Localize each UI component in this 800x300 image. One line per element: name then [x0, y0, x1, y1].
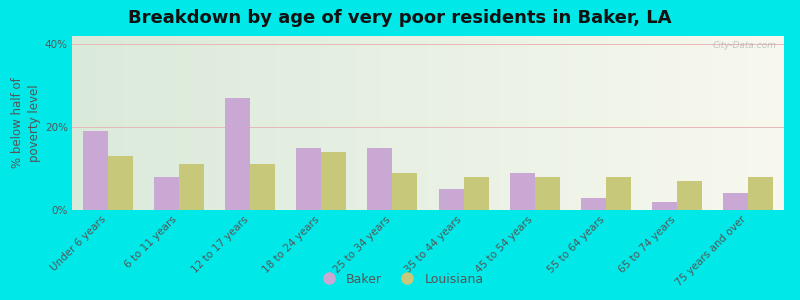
Bar: [749, 177, 774, 210]
Bar: [392, 173, 418, 210]
Bar: [510, 173, 534, 210]
Bar: [107, 156, 133, 210]
Bar: [296, 148, 322, 210]
Bar: [677, 181, 702, 210]
Bar: [581, 198, 606, 210]
Bar: [652, 202, 677, 210]
Text: Breakdown by age of very poor residents in Baker, LA: Breakdown by age of very poor residents …: [128, 9, 672, 27]
Bar: [82, 131, 107, 210]
Bar: [723, 194, 748, 210]
Legend: Baker, Louisiana: Baker, Louisiana: [311, 268, 489, 291]
Bar: [464, 177, 489, 210]
Bar: [154, 177, 178, 210]
Bar: [438, 189, 464, 210]
Y-axis label: % below half of
poverty level: % below half of poverty level: [10, 78, 41, 168]
Bar: [225, 98, 250, 210]
Bar: [250, 164, 275, 210]
Bar: [606, 177, 631, 210]
Text: City-Data.com: City-Data.com: [713, 41, 777, 50]
Bar: [322, 152, 346, 210]
Bar: [367, 148, 392, 210]
Bar: [535, 177, 560, 210]
Bar: [179, 164, 204, 210]
